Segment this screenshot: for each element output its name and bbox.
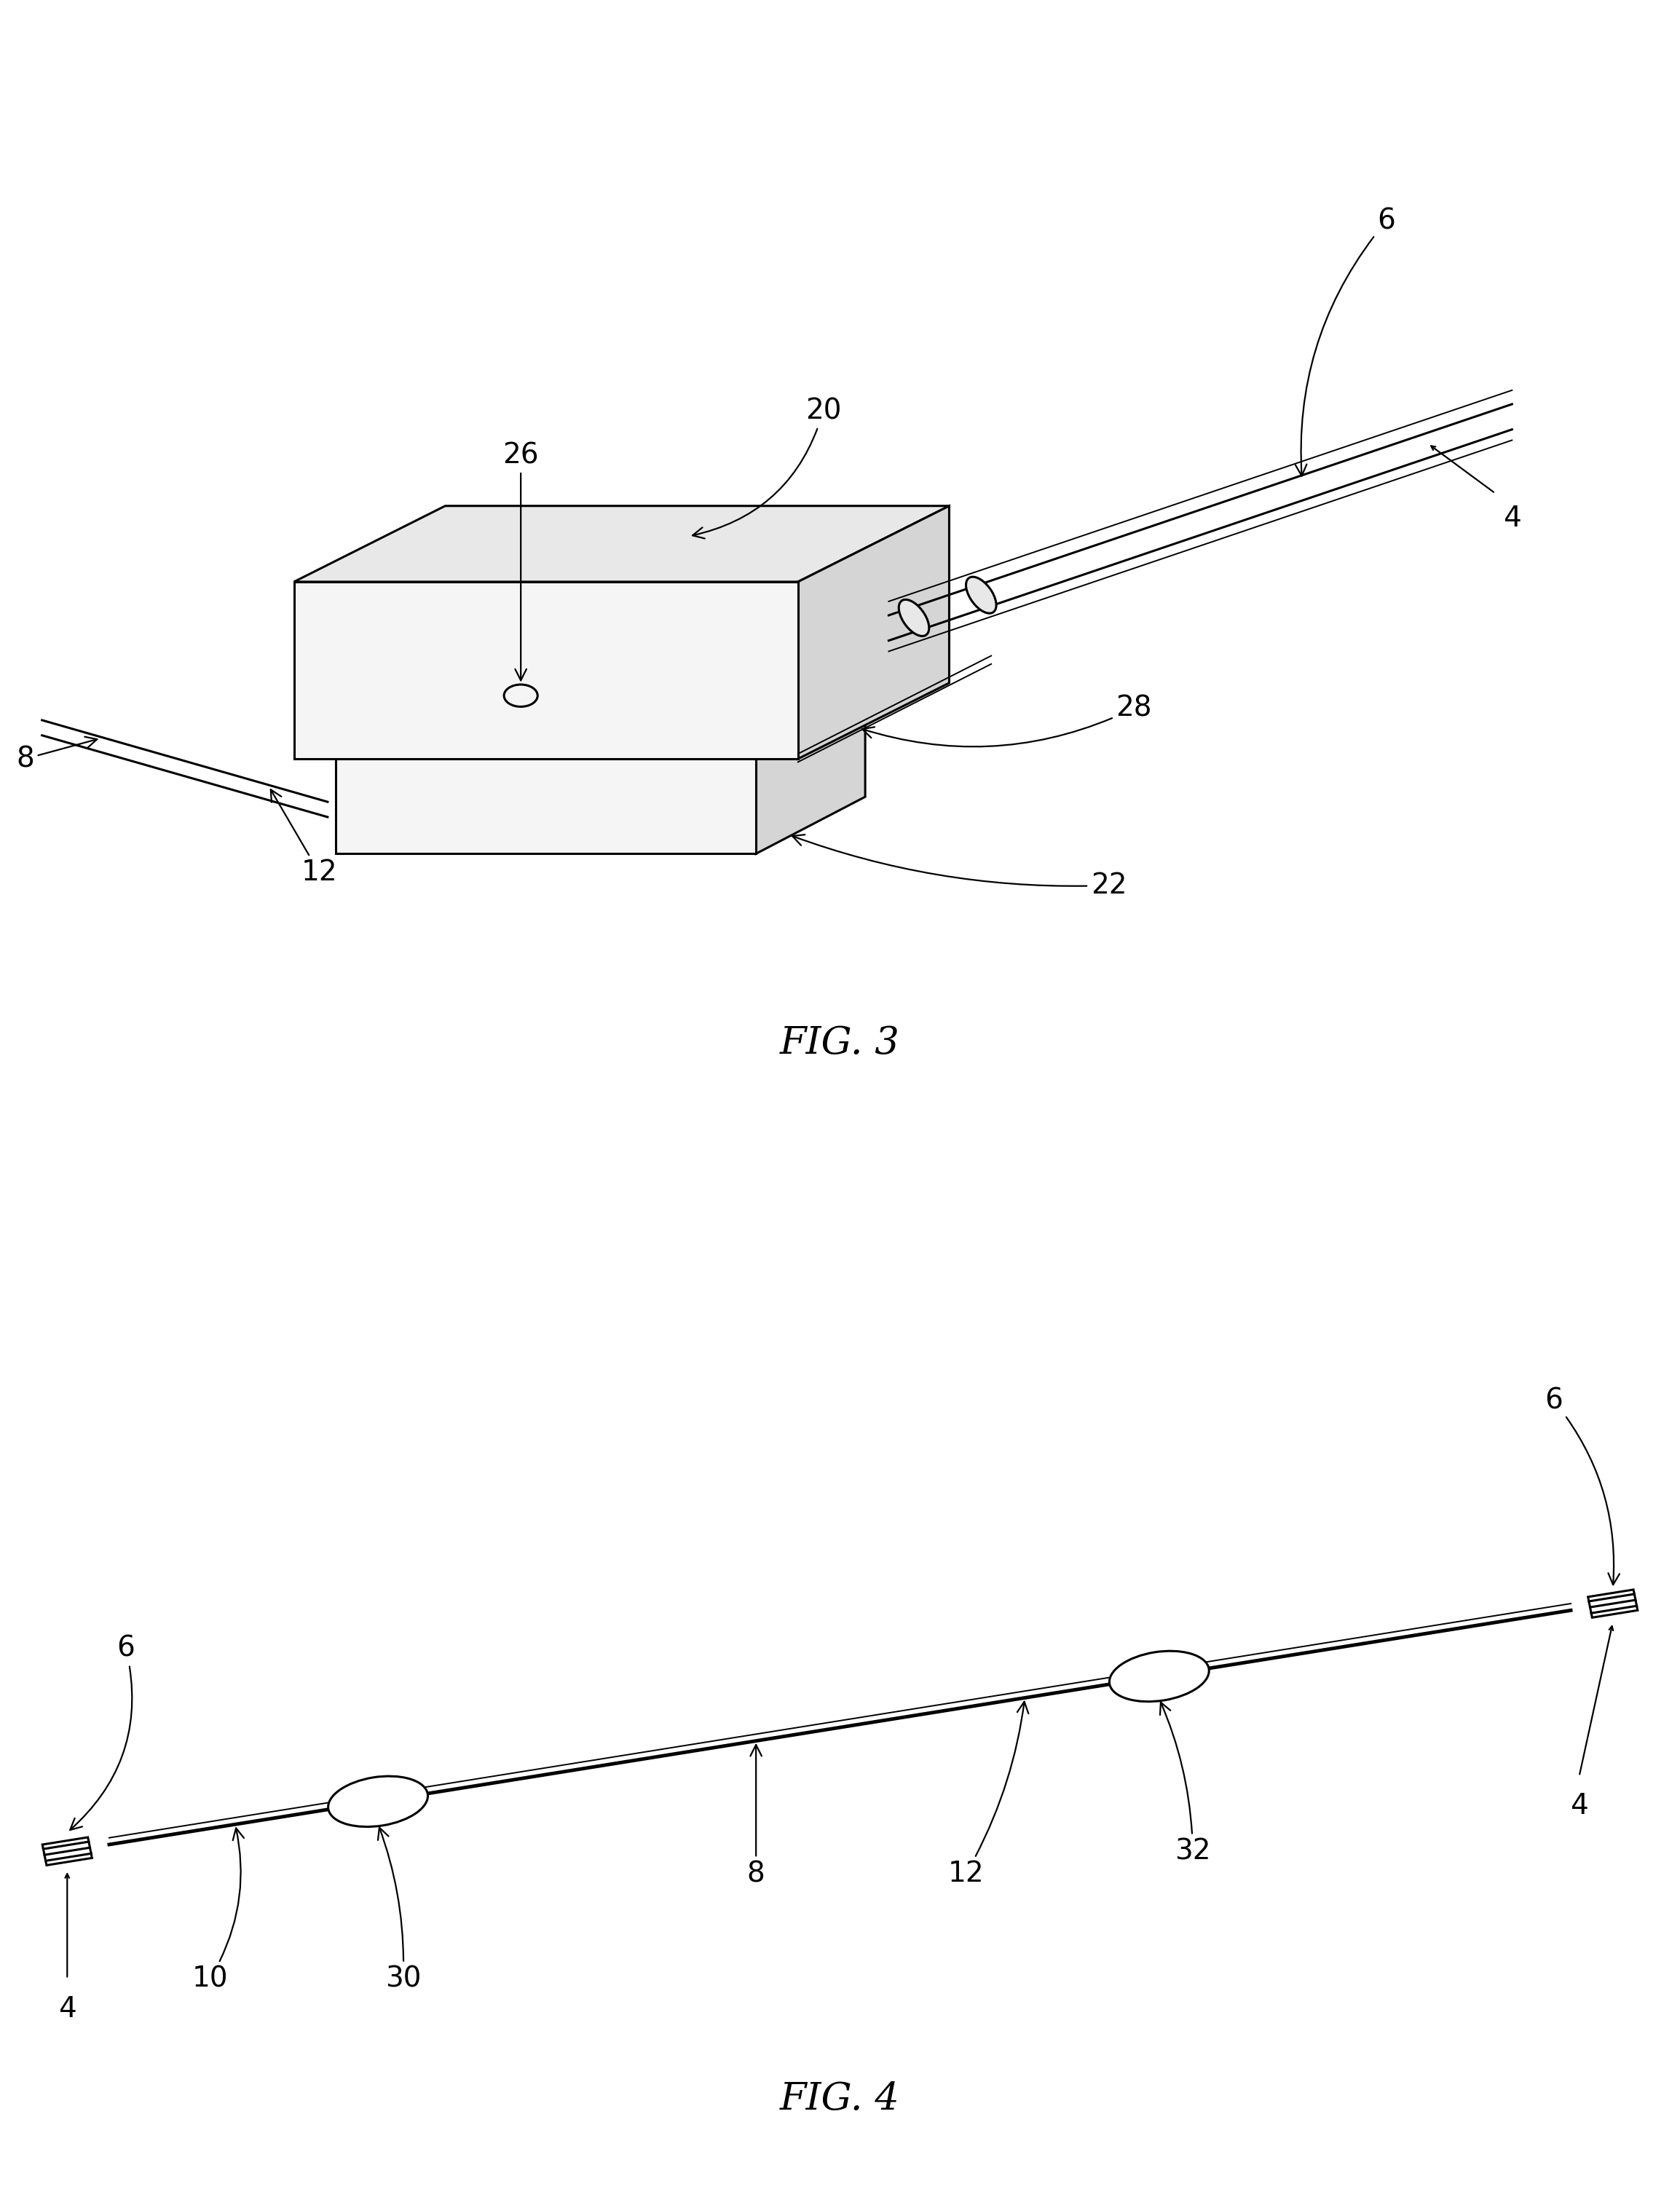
Ellipse shape bbox=[1109, 1651, 1210, 1701]
Polygon shape bbox=[294, 506, 949, 582]
Polygon shape bbox=[294, 582, 798, 760]
Text: 8: 8 bbox=[748, 1745, 764, 1887]
Text: 4: 4 bbox=[1571, 1793, 1588, 1819]
Text: 12: 12 bbox=[948, 1701, 1028, 1887]
Polygon shape bbox=[336, 760, 756, 854]
Text: 20: 20 bbox=[692, 396, 842, 538]
Text: 12: 12 bbox=[270, 790, 338, 887]
Text: 22: 22 bbox=[793, 834, 1127, 900]
Text: 28: 28 bbox=[862, 694, 1152, 746]
Text: FIG. 4: FIG. 4 bbox=[780, 2080, 900, 2117]
Polygon shape bbox=[756, 703, 865, 854]
Ellipse shape bbox=[328, 1775, 428, 1828]
Text: 30: 30 bbox=[378, 1828, 422, 1992]
Ellipse shape bbox=[899, 600, 929, 637]
Text: 6: 6 bbox=[1546, 1388, 1620, 1585]
Text: 6: 6 bbox=[1295, 208, 1394, 475]
Text: FIG. 3: FIG. 3 bbox=[780, 1024, 900, 1062]
Polygon shape bbox=[798, 506, 949, 760]
Text: 4: 4 bbox=[1504, 506, 1520, 532]
Ellipse shape bbox=[966, 578, 996, 613]
Text: 26: 26 bbox=[502, 442, 539, 681]
Polygon shape bbox=[336, 703, 865, 760]
Text: 10: 10 bbox=[192, 1828, 244, 1992]
Text: 4: 4 bbox=[59, 1994, 76, 2023]
Text: 6: 6 bbox=[71, 1635, 134, 1830]
Text: 8: 8 bbox=[17, 738, 97, 773]
Text: 32: 32 bbox=[1161, 1703, 1211, 1865]
